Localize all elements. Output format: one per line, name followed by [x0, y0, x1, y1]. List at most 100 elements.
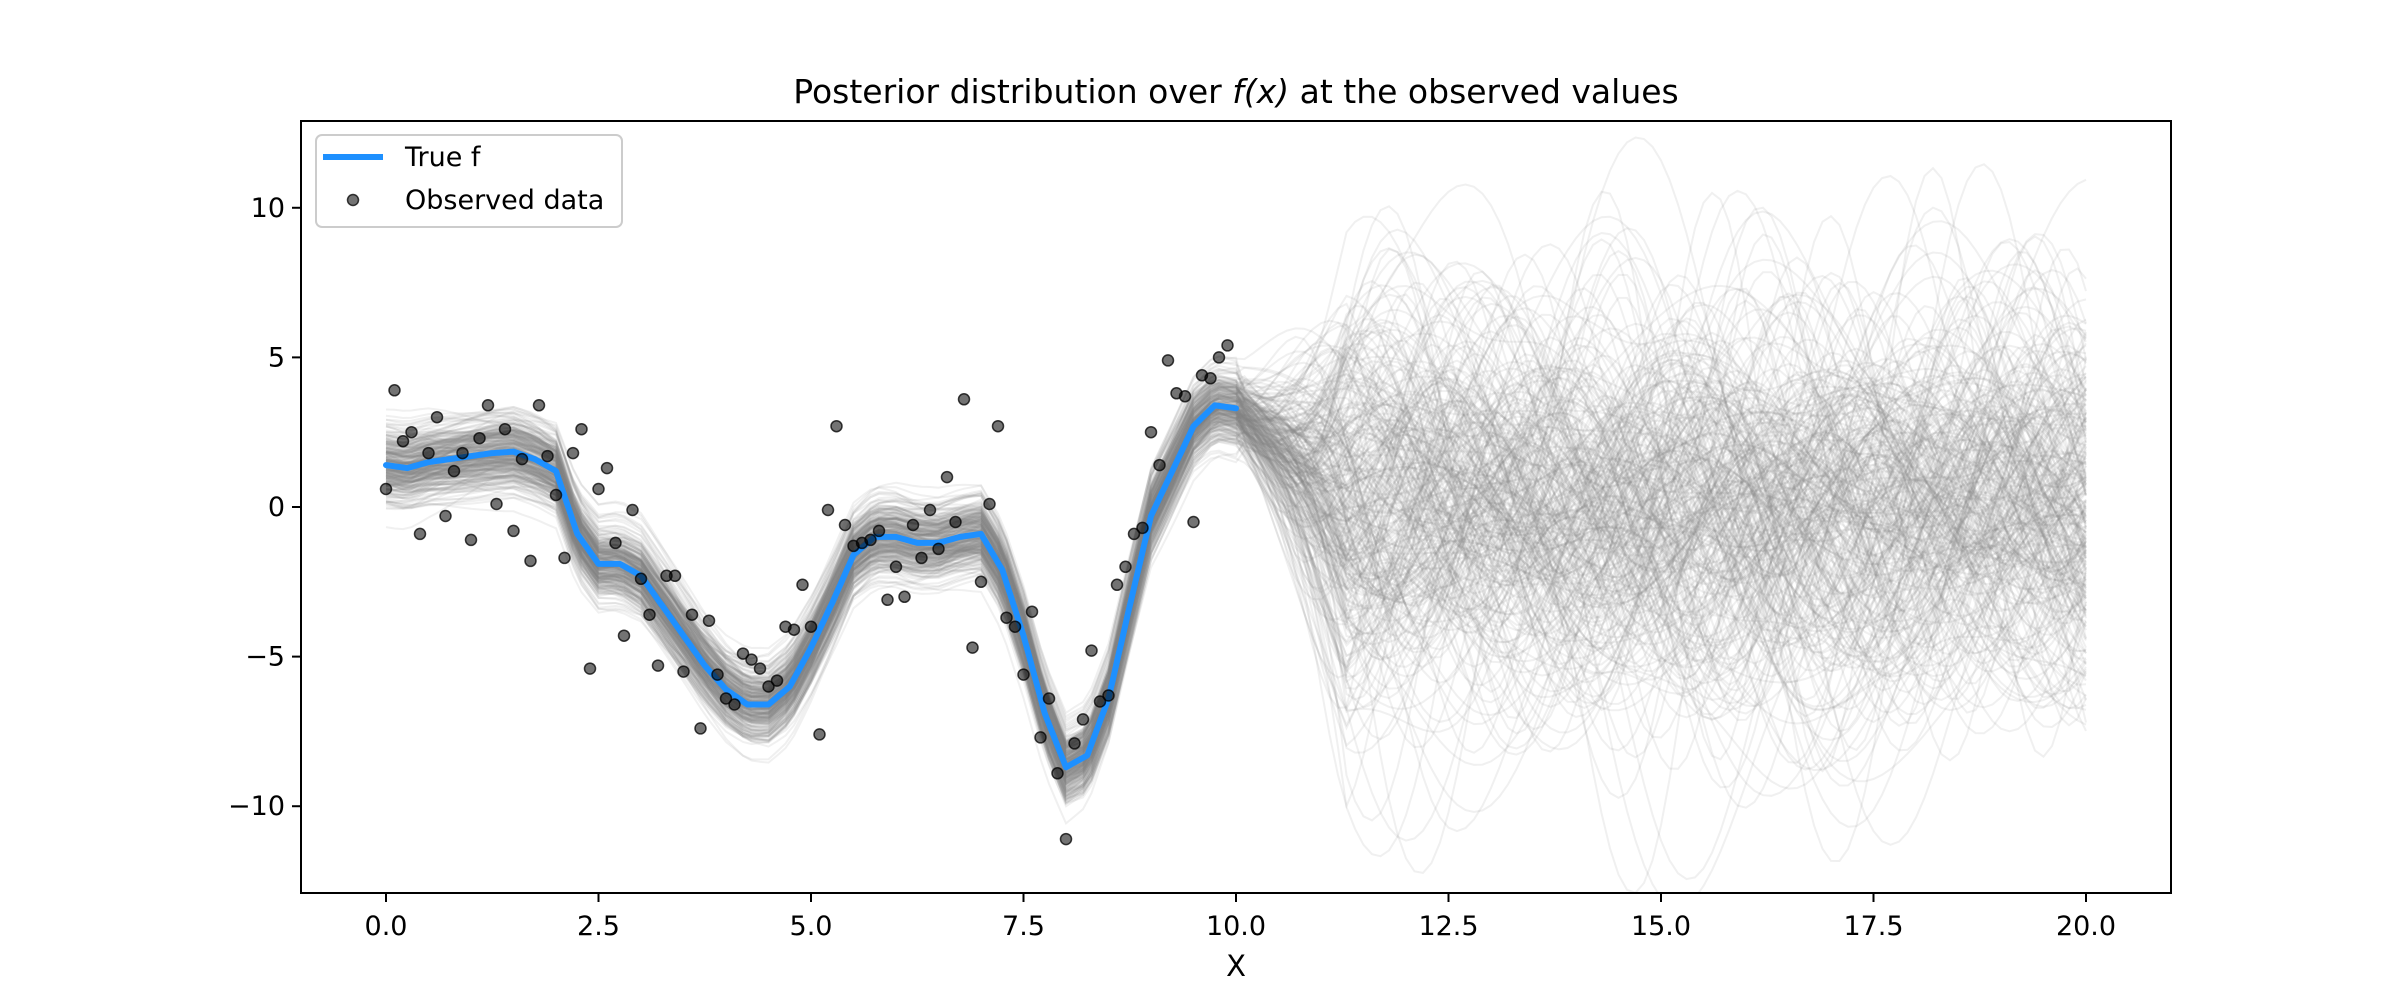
posterior-sample-line — [385, 263, 2087, 752]
posterior-sample-line — [385, 336, 2087, 763]
observed-point — [1017, 668, 1030, 681]
y-tick-label: 0 — [268, 492, 285, 523]
posterior-sample-line — [385, 379, 2087, 749]
posterior-sample-line — [385, 305, 2087, 747]
observed-point — [762, 680, 775, 693]
observed-point — [711, 668, 724, 681]
observed-point — [702, 614, 716, 627]
posterior-sample-line — [385, 344, 2087, 756]
observed-point — [379, 482, 393, 496]
posterior-sample-line — [385, 163, 2087, 757]
posterior-sample-line — [385, 235, 2087, 752]
observed-point — [1178, 390, 1192, 403]
posterior-sample-line — [385, 438, 2087, 800]
posterior-sample-line — [385, 174, 2087, 766]
posterior-sample-line — [385, 420, 2087, 785]
posterior-sample-line — [385, 279, 2087, 765]
plot-area — [379, 136, 2087, 893]
posterior-sample-line — [385, 376, 2087, 743]
posterior-sample-line — [385, 400, 2087, 781]
observed-point — [575, 422, 588, 436]
observed-point — [490, 497, 503, 511]
y-tick-label: −5 — [245, 642, 285, 673]
legend-label-true-f: True f — [404, 142, 482, 173]
observed-point — [736, 647, 750, 660]
observed-point — [541, 449, 554, 463]
observed-point — [915, 551, 928, 565]
observed-point — [966, 641, 979, 654]
y-tick-label: 5 — [268, 342, 285, 373]
posterior-sample-line — [385, 384, 2087, 744]
posterior-sample-line — [385, 367, 2087, 763]
posterior-sample-line — [385, 269, 2087, 746]
posterior-sample-line — [385, 369, 2087, 799]
posterior-sample-line — [385, 326, 2087, 743]
observed-point — [549, 488, 563, 502]
posterior-sample-line — [385, 357, 2087, 774]
observed-point — [413, 527, 427, 541]
observed-point — [532, 399, 546, 412]
observed-point — [626, 503, 639, 517]
posterior-sample-line — [385, 389, 2087, 767]
posterior-sample-line — [385, 228, 2087, 881]
posterior-sample-line — [385, 396, 2087, 778]
observed-point — [634, 572, 648, 586]
observed-point — [932, 542, 945, 556]
posterior-sample-line — [385, 328, 2087, 799]
posterior-sample-line — [386, 313, 2087, 793]
observed-point — [787, 623, 801, 636]
posterior-sample-line — [385, 268, 2087, 773]
observed-point — [1153, 458, 1166, 472]
posterior-sample-line — [385, 369, 2087, 753]
observed-point — [1119, 560, 1132, 574]
observed-point — [507, 524, 520, 538]
posterior-sample-line — [385, 393, 2087, 756]
posterior-sample-line — [385, 395, 2087, 826]
posterior-sample-line — [385, 411, 2087, 785]
posterior-sample-line — [385, 287, 2087, 745]
x-axis-label: X — [1226, 949, 1246, 983]
posterior-sample-line — [385, 295, 2087, 781]
posterior-sample-line — [385, 411, 2087, 786]
y-axis: 10 5 0 −5 −10 — [228, 193, 301, 822]
posterior-sample-line — [385, 433, 2087, 798]
posterior-sample-line — [385, 327, 2087, 762]
observed-point — [1068, 737, 1081, 750]
posterior-sample-line — [385, 227, 2087, 797]
observed-point — [592, 482, 605, 496]
posterior-sample-line — [385, 413, 2087, 782]
posterior-sample-line — [385, 318, 2087, 750]
observed-point — [456, 446, 469, 460]
posterior-sample-line — [385, 308, 2087, 767]
x-tick-label: 5.0 — [790, 911, 833, 942]
posterior-sample-line — [385, 409, 2087, 776]
posterior-sample-line — [385, 215, 2087, 749]
observed-point — [1187, 515, 1200, 529]
x-axis: 0.0 2.5 5.0 7.5 10.0 12.5 15.0 17.5 20.0 — [365, 893, 2116, 942]
legend-label-observed: Observed data — [405, 185, 604, 216]
posterior-sample-line — [385, 404, 2087, 806]
posterior-sample-line — [385, 388, 2087, 773]
posterior-sample-line — [385, 327, 2087, 758]
posterior-sample-line — [385, 337, 2087, 749]
observed-point — [515, 452, 529, 466]
posterior-sample-line — [385, 253, 2087, 762]
posterior-sample-line — [385, 420, 2087, 786]
posterior-sample-line — [385, 318, 2087, 775]
posterior-sample-line — [385, 294, 2087, 756]
observed-point — [728, 698, 741, 711]
observed-point — [685, 608, 699, 621]
posterior-samples — [385, 136, 2087, 893]
posterior-sample-line — [385, 419, 2087, 780]
posterior-sample-line — [385, 381, 2087, 767]
observed-point — [830, 419, 843, 433]
posterior-sample-line — [385, 416, 2087, 775]
posterior-sample-line — [385, 314, 2087, 746]
posterior-sample-line — [385, 344, 2087, 758]
posterior-sample-line — [385, 371, 2087, 770]
posterior-sample-line — [385, 375, 2087, 755]
posterior-sample-line — [385, 385, 2087, 776]
posterior-sample-line — [385, 371, 2087, 748]
posterior-sample-line — [385, 391, 2087, 794]
posterior-sample-line — [385, 238, 2087, 776]
